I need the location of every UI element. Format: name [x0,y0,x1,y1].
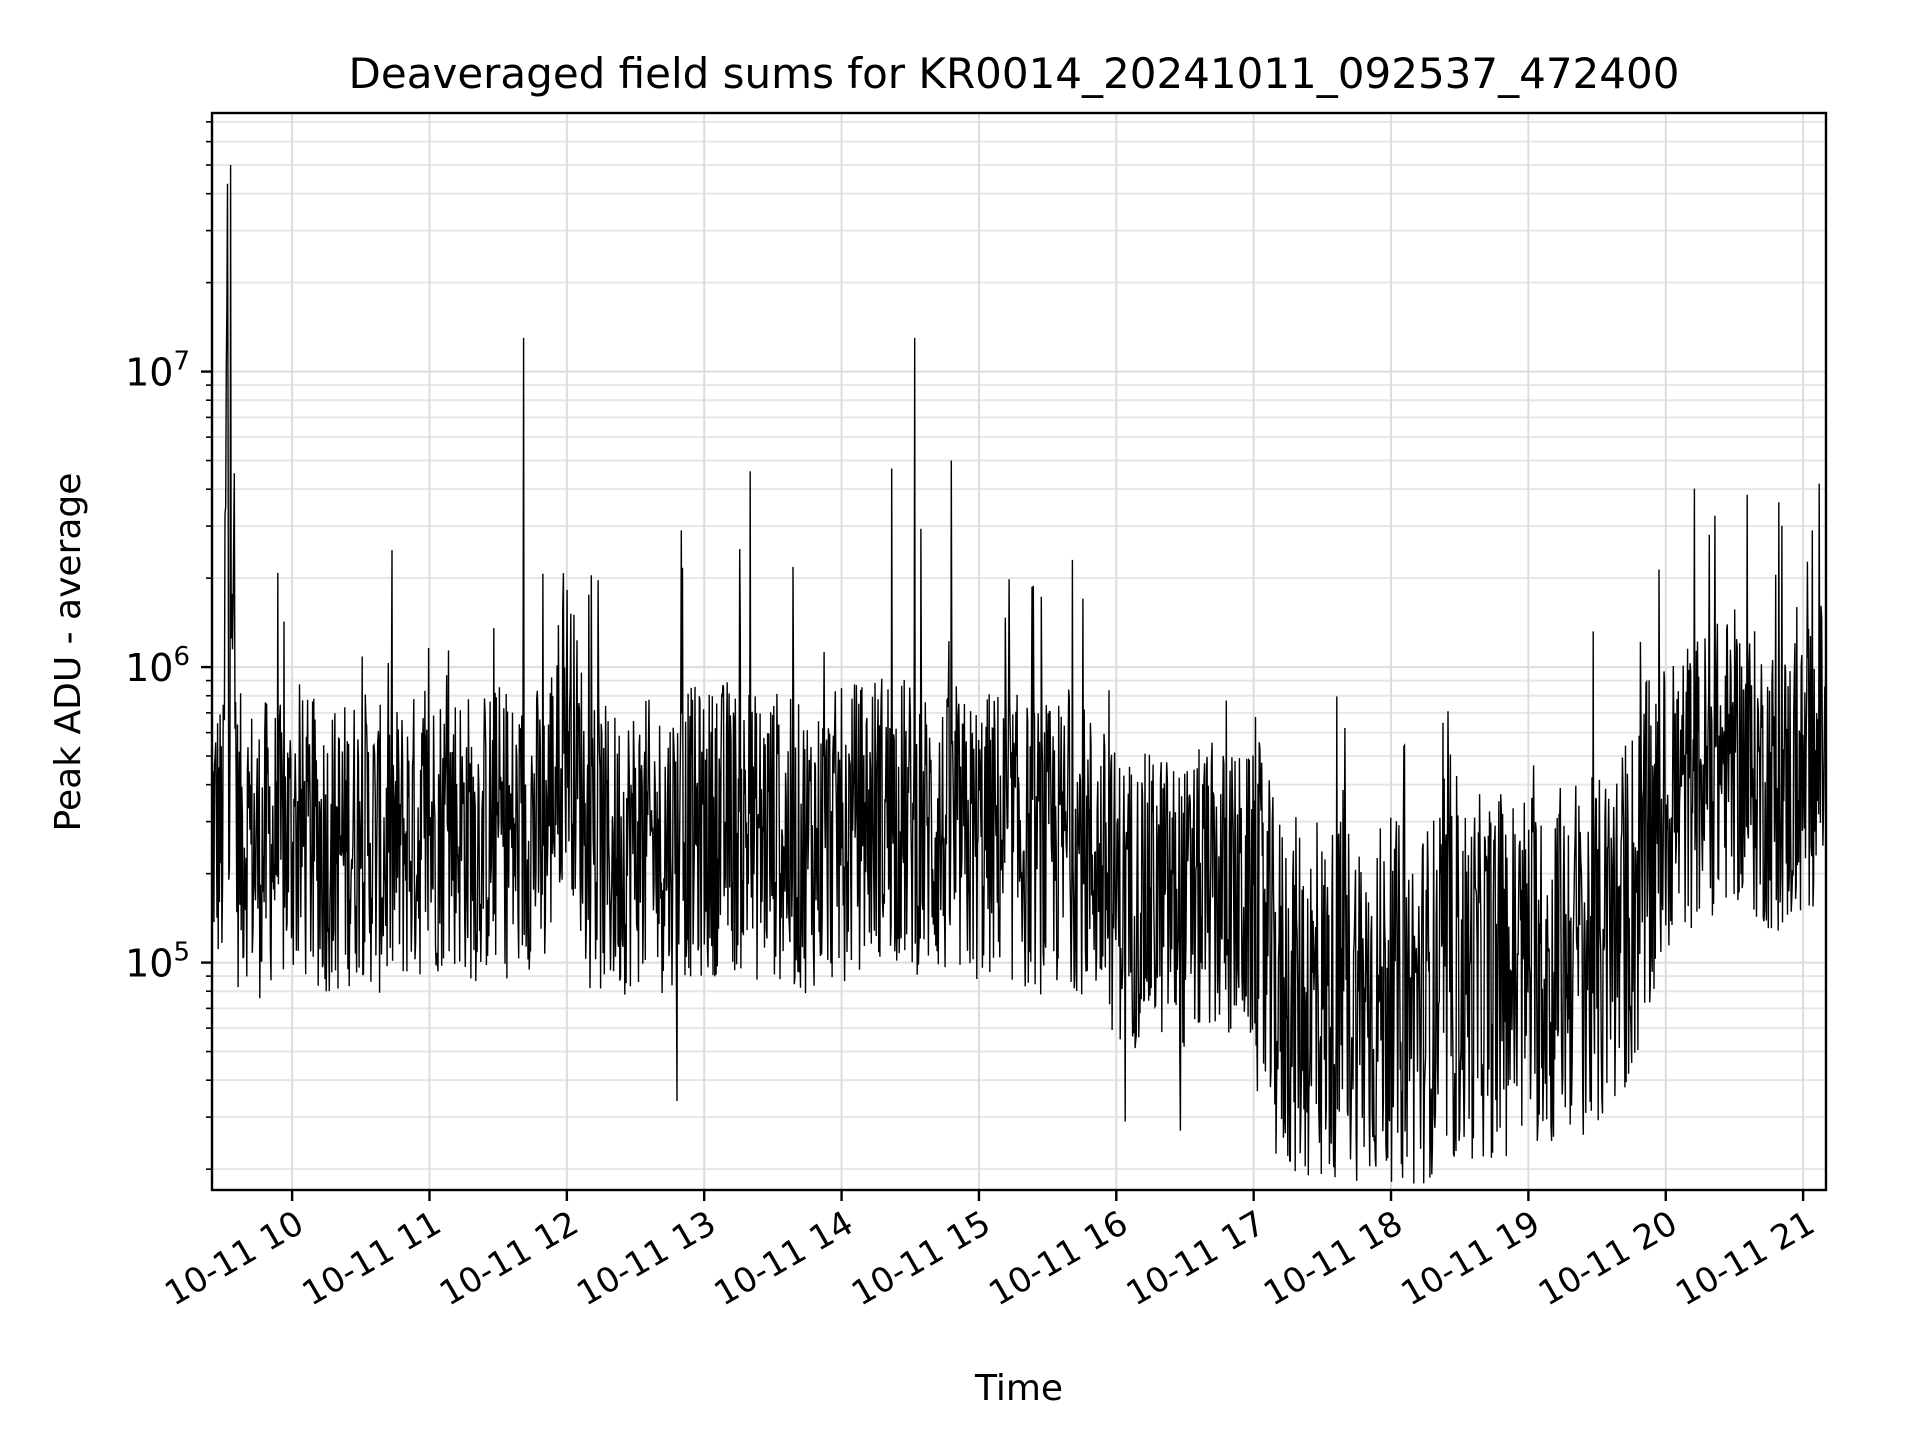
x-tick-label: 10-11 13 [570,1203,722,1314]
grid [212,113,1826,1190]
x-tick-label: 10-11 15 [845,1203,997,1314]
x-tick-label: 10-11 19 [1394,1203,1546,1314]
x-tick-label: 10-11 18 [1257,1203,1409,1314]
y-axis: 105 106 107 [125,121,212,1170]
chart-title: Deaveraged field sums for KR0014_2024101… [349,49,1680,98]
x-tick-label: 10-11 10 [158,1203,310,1314]
y-tick-label: 105 [125,938,190,986]
y-axis-label: Peak ADU - average [48,473,89,832]
y-tick-label: 107 [125,347,190,395]
x-tick-label: 10-11 12 [433,1203,585,1314]
x-tick-label: 10-11 21 [1669,1203,1821,1314]
x-tick-label: 10-11 17 [1120,1203,1272,1314]
x-tick-label: 10-11 11 [296,1203,448,1314]
series-line [211,164,1827,1184]
x-tick-label: 10-11 16 [982,1203,1134,1314]
x-tick-label: 10-11 14 [708,1203,860,1314]
y-tick-label: 106 [125,642,190,690]
x-axis-label: Time [974,1368,1063,1409]
axes-frame [210,111,1828,1192]
x-tick-label: 10-11 20 [1532,1203,1684,1314]
